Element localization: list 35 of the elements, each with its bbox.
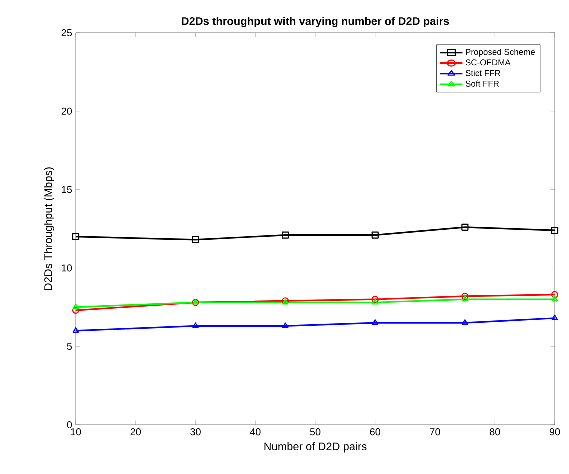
y-tick-label: 20 (62, 108, 72, 115)
legend-label: SC-OFDMA (466, 60, 511, 66)
x-tick-label: 50 (310, 428, 321, 436)
x-axis-title: Number of D2D pairs (264, 442, 367, 453)
y-tick-label: 5 (67, 343, 72, 350)
x-tick-label: 30 (190, 428, 201, 436)
y-tick-label: 10 (62, 264, 72, 272)
x-tick-label: 20 (130, 428, 142, 436)
point (72, 233, 80, 240)
y-tick-label: 25 (62, 29, 72, 37)
x-tick-label: 90 (550, 428, 560, 436)
point (192, 236, 200, 244)
point (282, 232, 290, 239)
y-tick-label: 0 (67, 421, 72, 429)
legend-label: Soft FFR (466, 80, 500, 87)
point (372, 299, 379, 305)
point (282, 322, 289, 328)
legend-label: Proposed Scheme (466, 48, 536, 57)
point (551, 227, 559, 234)
x-tick-label: 70 (430, 428, 440, 436)
y-axis-title: D2Ds Throughput (Mbps) (44, 168, 54, 290)
x-tick-label: 40 (250, 428, 261, 436)
x-tick-label: 80 (490, 428, 500, 436)
y-tick-label: 15 (62, 186, 72, 194)
point (462, 320, 468, 326)
point (462, 292, 469, 300)
point (462, 296, 468, 302)
point (462, 224, 469, 231)
point (372, 232, 379, 239)
point (372, 320, 379, 326)
chart-title: D2Ds throughput with varying number of D2D pairs (182, 17, 450, 28)
point (192, 322, 199, 328)
legend-label: Stict FFR (466, 70, 501, 76)
x-tick-label: 60 (370, 428, 381, 436)
point (372, 296, 379, 304)
